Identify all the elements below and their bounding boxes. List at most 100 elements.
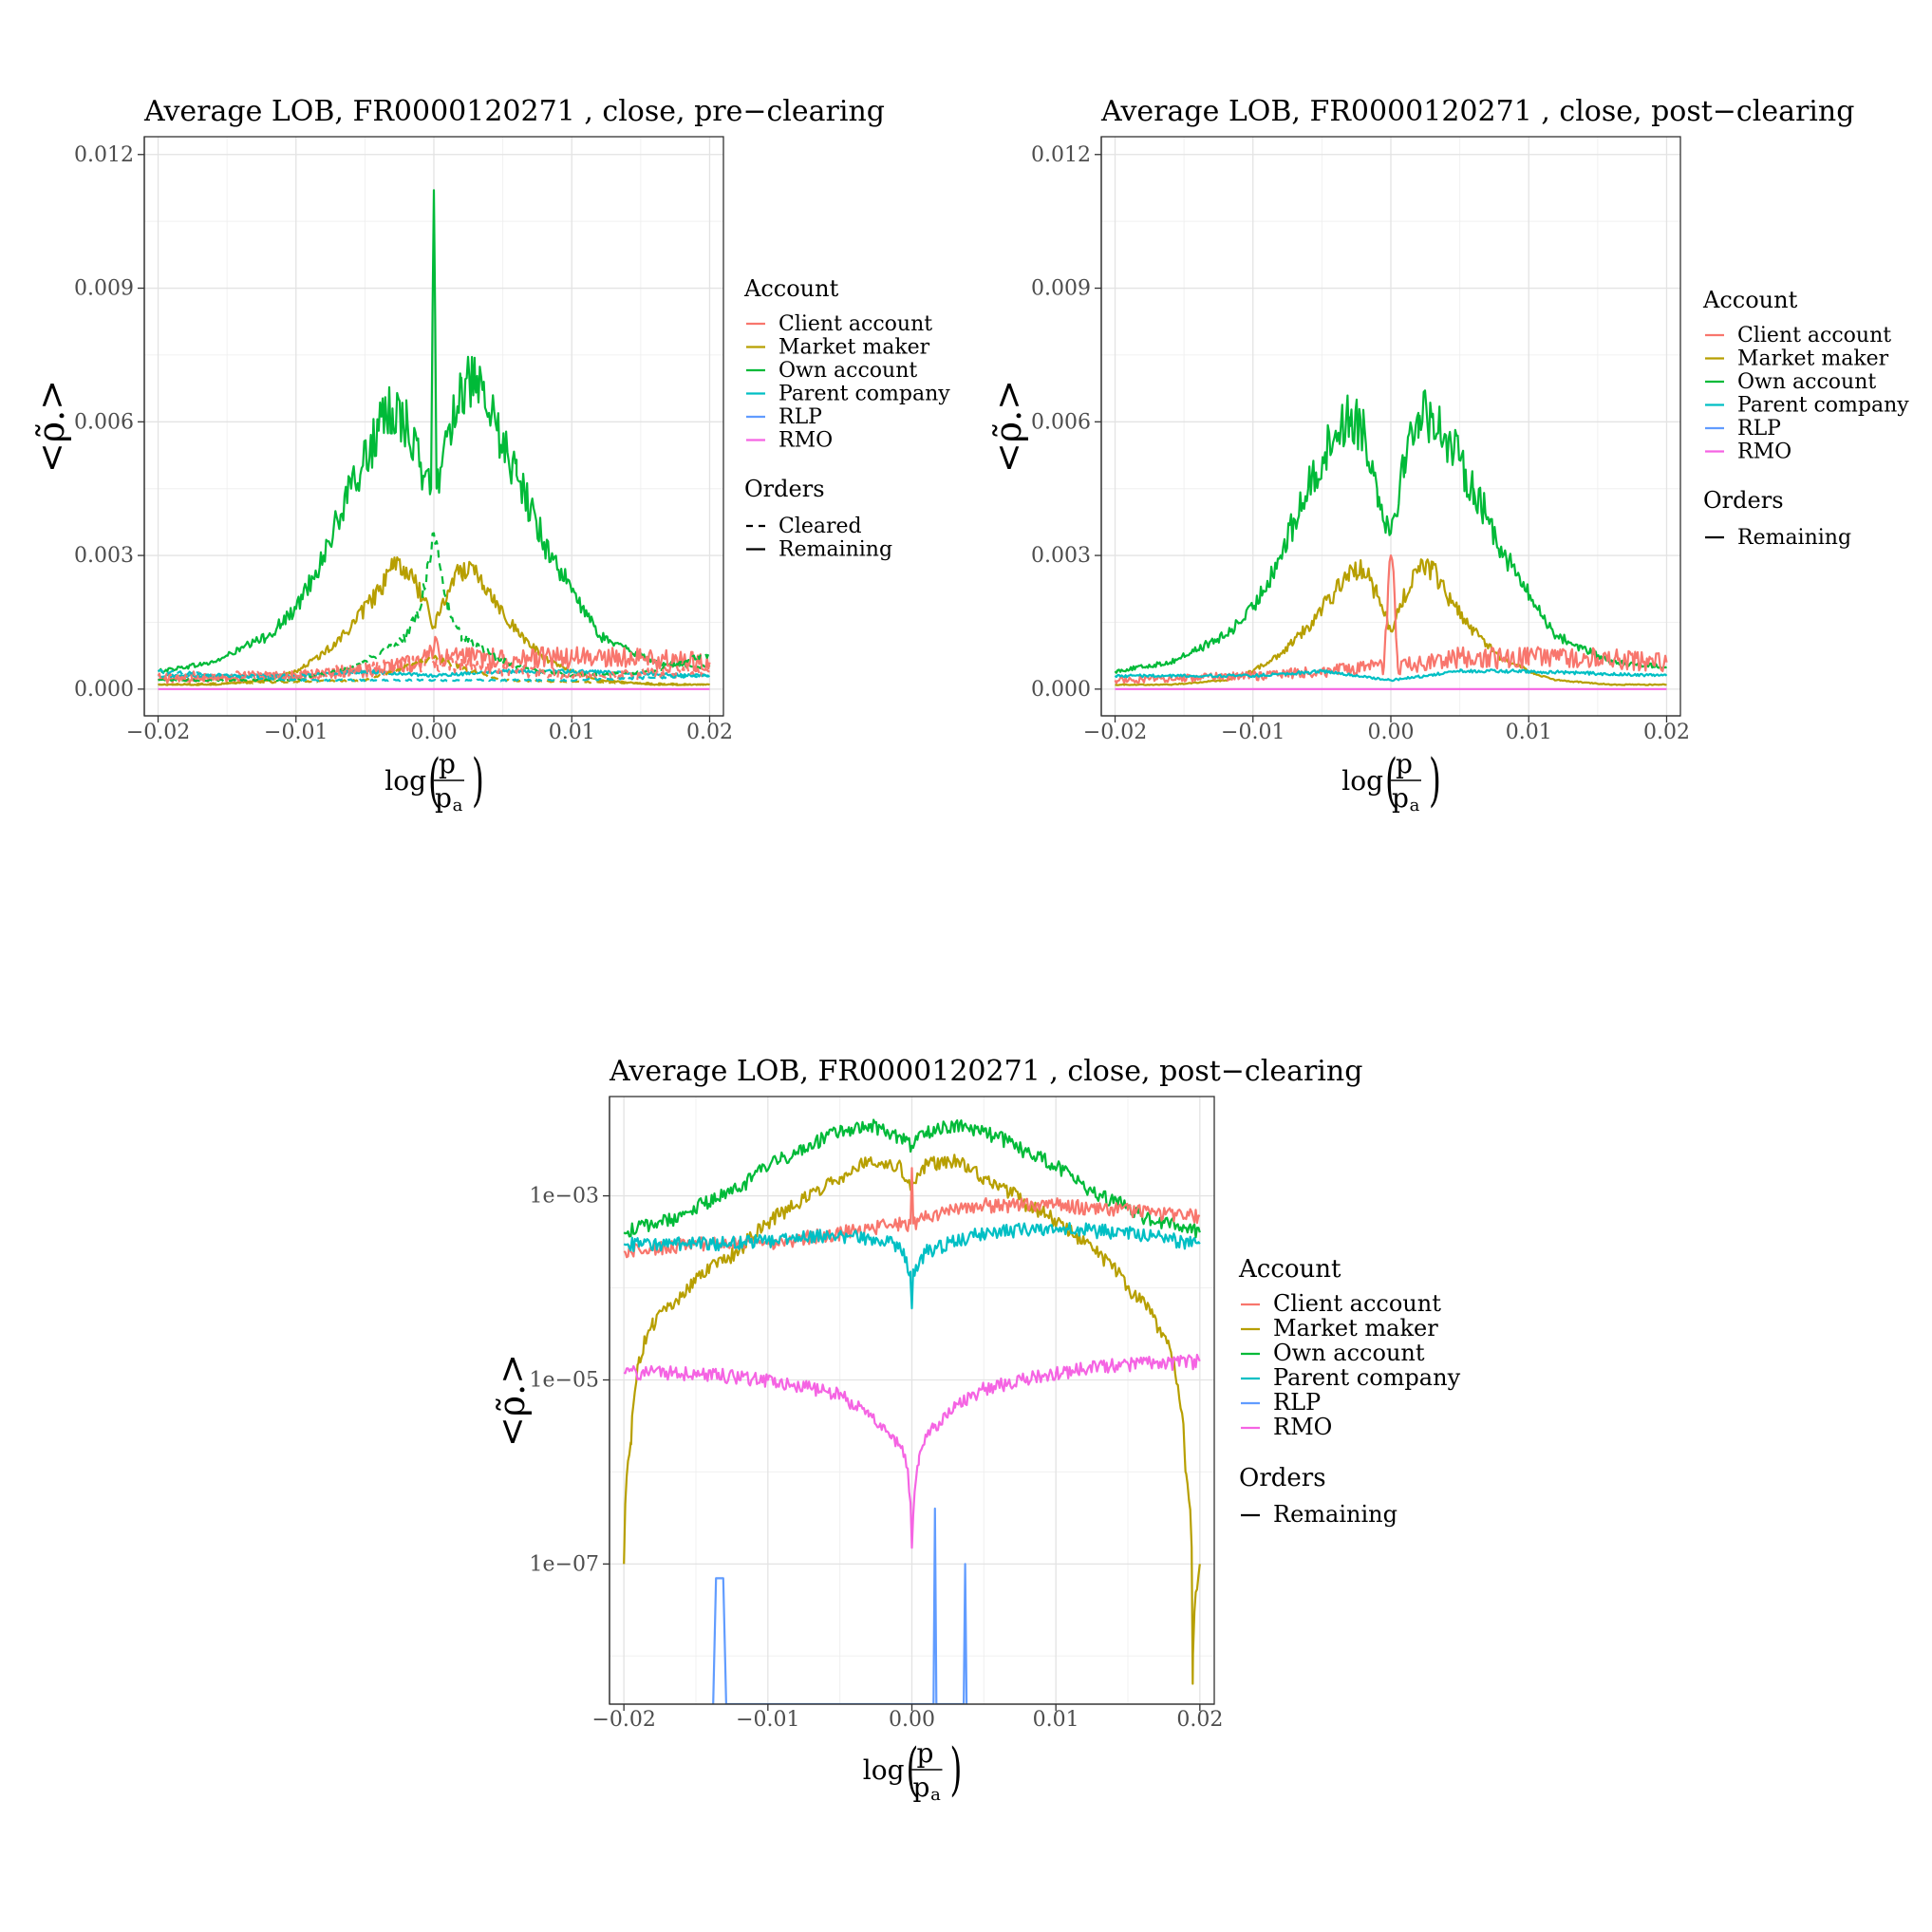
series-line-own-account-cleared [158, 532, 711, 683]
x-tick-label: 0.01 [1506, 721, 1552, 744]
series-group [623, 1118, 1201, 1704]
legend-label-remaining: Remaining [1737, 526, 1851, 550]
x-tick-label: 0.00 [411, 721, 458, 744]
x-axis-label: log (pp a) [863, 1736, 963, 1805]
y-tick-label: 0.009 [1031, 277, 1091, 301]
y-tick-label: 1e−05 [530, 1368, 599, 1392]
x-tick-label: 0.00 [889, 1708, 935, 1732]
x-label-numerator: p [439, 748, 456, 779]
x-label-paren-close: ) [1429, 747, 1441, 813]
y-tick-label: 0.000 [1031, 678, 1091, 702]
legend-orders-title: Orders [1703, 487, 1784, 514]
legend-orders-title: Orders [744, 476, 825, 502]
series-line-market-maker-cleared [158, 654, 710, 686]
chart-pre: Average LOB, FR0000120271 , close, pre−c… [30, 95, 950, 816]
legend-label-cleared: Cleared [778, 515, 862, 538]
legend-label-rlp: RLP [778, 405, 822, 429]
x-tick-label: 0.01 [1033, 1708, 1079, 1732]
legend-account-title: Account [1702, 287, 1798, 313]
x-label-denominator: p [913, 1772, 930, 1803]
legend-account-title: Account [1238, 1255, 1341, 1284]
legend-label-parent-company: Parent company [1737, 394, 1909, 418]
x-tick-label: 0.02 [1643, 721, 1690, 744]
x-tick-label: 0.00 [1368, 721, 1415, 744]
legend-label-market-maker: Market maker [778, 336, 930, 360]
y-tick-label: 0.003 [74, 544, 134, 568]
legend-label-own-account: Own account [1273, 1340, 1425, 1366]
y-tick-label: 0.012 [1031, 143, 1091, 167]
y-tick-label: 0.003 [1031, 544, 1091, 568]
x-label-subscript: a [930, 1785, 941, 1805]
x-tick-label: −0.02 [1083, 721, 1147, 744]
chart-log: Average LOB, FR0000120271 , close, post−… [491, 1055, 1461, 1805]
legend-account-title: Account [743, 275, 839, 302]
x-tick-label: −0.02 [591, 1708, 655, 1732]
series-line-parent-company-remaining [1114, 668, 1668, 683]
x-label-numerator: p [917, 1737, 934, 1769]
x-tick-label: −0.01 [264, 721, 328, 744]
x-tick-label: −0.01 [736, 1708, 799, 1732]
legend-label-client-account: Client account [778, 312, 932, 336]
y-tick-label: 0.000 [74, 678, 134, 702]
x-label-log: log [863, 1754, 905, 1786]
panel-border [609, 1096, 1215, 1705]
legend-label-rmo: RMO [778, 429, 833, 453]
y-tick-label: 1e−03 [530, 1185, 599, 1209]
legend-label-own-account: Own account [778, 359, 917, 383]
x-tick-label: 0.02 [686, 721, 733, 744]
y-axis-label: <ρ̃.> [987, 380, 1029, 473]
legend-label-parent-company: Parent company [1273, 1364, 1461, 1391]
legend-label-client-account: Client account [1273, 1290, 1441, 1317]
x-label-subscript: a [1410, 796, 1420, 816]
series-line-rlp-remaining [712, 1507, 968, 1704]
legend-label-own-account: Own account [1737, 370, 1876, 394]
chart-title: Average LOB, FR0000120271 , close, post−… [609, 1055, 1362, 1088]
y-axis: 0.000 0.003 0.006 0.009 0.012 [1031, 137, 1102, 716]
y-tick-label: 1e−07 [530, 1552, 599, 1576]
x-axis: −0.02 −0.01 0.00 0.01 0.02 [126, 715, 733, 744]
series-line-market-maker-remaining [1115, 558, 1667, 686]
x-tick-label: 0.02 [1176, 1708, 1223, 1732]
legend-label-rmo: RMO [1737, 441, 1791, 464]
panel-border [143, 136, 724, 717]
y-tick-label: 0.006 [74, 410, 134, 434]
panel-border [1100, 136, 1681, 717]
series-line-parent-company-remaining [623, 1222, 1201, 1310]
x-tick-label: 0.01 [549, 721, 595, 744]
x-tick-label: −0.01 [1221, 721, 1285, 744]
x-label-paren-close: ) [949, 1736, 962, 1802]
y-axis-label: <ρ̃.> [491, 1354, 533, 1447]
series-line-market-maker-remaining [158, 556, 710, 686]
series-group [1114, 389, 1668, 690]
x-label-numerator: p [1396, 748, 1413, 779]
x-label-denominator: p [1392, 782, 1409, 814]
x-label-subscript: a [453, 796, 463, 816]
series-line-parent-company-cleared [157, 668, 710, 683]
series-line-rmo-remaining [623, 1353, 1201, 1549]
legend-label-market-maker: Market maker [1273, 1315, 1438, 1341]
series-group [157, 189, 711, 690]
series-line-own-account-remaining [623, 1118, 1201, 1239]
y-axis: 1e−03 1e−05 1e−07 [530, 1097, 610, 1704]
legend-label-remaining: Remaining [778, 538, 892, 562]
x-axis: −0.02 −0.01 0.00 0.01 0.02 [1083, 715, 1690, 744]
x-axis-label: log (pp a) [1341, 747, 1441, 816]
x-label-paren-close: ) [472, 747, 484, 813]
legend-label-rmo: RMO [1273, 1414, 1332, 1440]
legend-orders-title: Orders [1239, 1464, 1326, 1492]
y-axis-label: <ρ̃.> [30, 380, 72, 473]
y-tick-label: 0.006 [1031, 410, 1091, 434]
legend-label-remaining: Remaining [1273, 1501, 1397, 1528]
gridlines [610, 1097, 1214, 1704]
legend-label-rlp: RLP [1737, 417, 1781, 441]
x-label-log: log [385, 765, 426, 797]
x-label-log: log [1341, 765, 1383, 797]
chart-title: Average LOB, FR0000120271 , close, post−… [1100, 95, 1854, 128]
chart-title: Average LOB, FR0000120271 , close, pre−c… [143, 95, 885, 128]
x-tick-label: −0.02 [126, 721, 190, 744]
series-line-own-account-remaining [158, 189, 711, 674]
